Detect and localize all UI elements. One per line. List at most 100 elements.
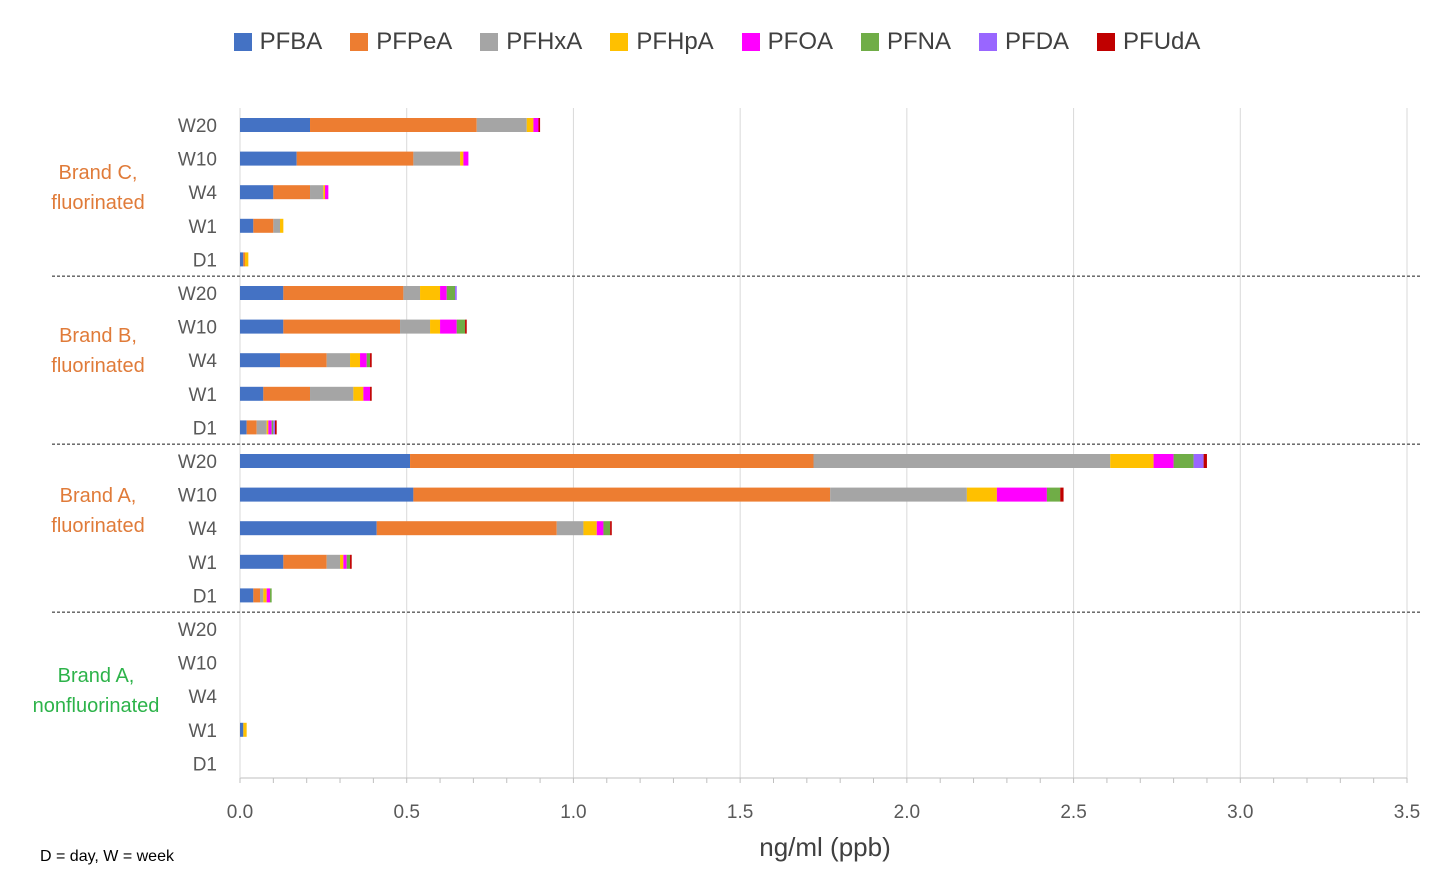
bar-segment-pfhpa <box>243 722 247 737</box>
bar-segment-pfhxa <box>400 319 431 334</box>
bar-segment-pfoa <box>996 487 1047 502</box>
x-tick-label: 1.0 <box>560 802 586 823</box>
category-label: W4 <box>189 183 218 204</box>
x-tick-label: 2.0 <box>894 802 920 823</box>
bar-segment-pfhxa <box>403 286 421 300</box>
bar-segment-pfpea <box>283 286 404 300</box>
bar-segment-pfoa <box>440 286 447 300</box>
category-label: W1 <box>189 385 218 406</box>
bar-segment-pfna <box>1173 454 1194 468</box>
legend-swatch-pfoa <box>741 33 760 51</box>
category-label: W10 <box>178 486 217 507</box>
legend-item-pfpea: PFPeA <box>350 28 452 56</box>
legend-label-pfhpa: PFHpA <box>636 28 714 55</box>
bar-segment-pfpea <box>253 588 261 603</box>
footnote: D = day, W = week <box>40 848 174 865</box>
bar-segment-pfhpa <box>1110 454 1154 468</box>
group-label-brand-a-fluorinated-line1: Brand A, <box>59 485 137 507</box>
bar-segment-pfhxa <box>256 420 267 435</box>
legend-swatch-pfna <box>861 33 880 51</box>
bar-segment-pfuda <box>1060 487 1064 502</box>
bar-segment-pfoa <box>463 151 469 166</box>
bar-segment-pfhpa <box>245 252 249 267</box>
legend-item-pfhpa: PFHpA <box>610 28 714 56</box>
legend-label-pfoa: PFOA <box>767 28 834 55</box>
bar-segment-pfoa <box>533 118 539 132</box>
group-label-brand-a-fluorinated: Brand A, fluorinated <box>28 481 168 541</box>
bar-segment-pfna <box>456 319 466 334</box>
bar-segment-pfba <box>240 185 274 200</box>
category-label: W10 <box>178 150 217 171</box>
bar-segment-pfoa <box>440 319 457 334</box>
group-label-brand-a-nonfluorinated-line1: Brand A, <box>57 665 135 687</box>
category-label: W20 <box>178 284 217 305</box>
group-label-brand-a-nonfluorinated-line2: nonfluorinated <box>32 695 160 717</box>
category-label: W4 <box>189 519 218 540</box>
category-label: W1 <box>189 553 218 574</box>
x-tick-label: 0.0 <box>227 802 253 823</box>
x-tick-label: 1.5 <box>727 802 753 823</box>
category-label: W1 <box>189 217 218 238</box>
group-label-brand-a-fluorinated-line2: fluorinated <box>51 515 145 537</box>
category-label: D1 <box>193 586 217 607</box>
legend-item-pfba: PFBA <box>233 28 322 56</box>
bar-segment-pfba <box>240 286 284 300</box>
group-label-brand-c-line1: Brand C, <box>58 162 138 184</box>
bar-segment-pfba <box>240 319 284 334</box>
bar-segment-pfna <box>446 286 456 300</box>
bar-segment-pfpea <box>273 185 311 200</box>
bar-segment-pfhxa <box>310 386 354 401</box>
category-label: W4 <box>189 351 218 372</box>
bar-segment-pfhxa <box>413 151 461 166</box>
legend-label-pfna: PFNA <box>887 28 952 55</box>
bar-segment-pfba <box>240 218 254 233</box>
bar-segment-pfhxa <box>260 588 264 603</box>
bar-segment-pfuda <box>1203 454 1207 468</box>
bar-segment-pfhpa <box>460 151 464 166</box>
x-tick-label: 3.5 <box>1394 802 1420 823</box>
legend-item-pfna: PFNA <box>861 28 951 56</box>
bar-segment-pfuda <box>350 554 352 569</box>
x-tick-label: 0.5 <box>394 802 420 823</box>
bar-segment-pfhxa <box>326 554 341 569</box>
bar-segment-pfda <box>273 420 276 435</box>
category-label: D1 <box>193 418 217 439</box>
bar-segment-pfoa <box>325 185 329 200</box>
bar-segment-pfuda <box>465 319 467 334</box>
bar-segment-pfhpa <box>323 185 326 200</box>
x-tick-label: 2.5 <box>1060 802 1086 823</box>
legend-item-pfda: PFDA <box>979 28 1069 56</box>
bar-segment-pfba <box>240 386 264 401</box>
bar-segment-pfna <box>271 420 274 435</box>
legend-swatch-pfuda <box>1097 33 1116 51</box>
bar-segment-pfoa <box>343 554 347 569</box>
bar-segment-pfuda <box>538 118 541 132</box>
bar-segment-pfpea <box>296 151 414 166</box>
category-label: D1 <box>193 754 217 775</box>
bar-segment-pfba <box>240 420 247 435</box>
bar-segment-pfuda <box>370 386 372 401</box>
bar-segment-pfba <box>240 454 411 468</box>
bar-segment-pfoa <box>363 386 371 401</box>
bar-segment-pfba <box>240 588 254 603</box>
legend-swatch-pfba <box>233 33 252 51</box>
bar-segment-pfpea <box>246 420 257 435</box>
bar-segment-pfhpa <box>280 218 284 233</box>
bar-segment-pfhpa <box>966 487 997 502</box>
bar-segment-pfoa <box>1153 454 1174 468</box>
legend-item-pfuda: PFUdA <box>1097 28 1200 56</box>
x-tick-label: 3.0 <box>1227 802 1253 823</box>
bar-segment-pfoa <box>360 353 367 368</box>
bar-segment-pfuda <box>370 353 372 368</box>
bar-segment-pfhxa <box>556 521 584 536</box>
legend-swatch-pfda <box>979 33 998 51</box>
bar-segment-pfhpa <box>583 521 597 536</box>
bar-segment-pfba <box>240 722 244 737</box>
bar-segment-pfoa <box>266 588 271 603</box>
bar-segment-pfpea <box>413 487 831 502</box>
legend-label-pfuda: PFUdA <box>1123 28 1201 55</box>
bar-segment-pfhxa <box>813 454 1111 468</box>
bar-segment-pfhpa <box>340 554 344 569</box>
